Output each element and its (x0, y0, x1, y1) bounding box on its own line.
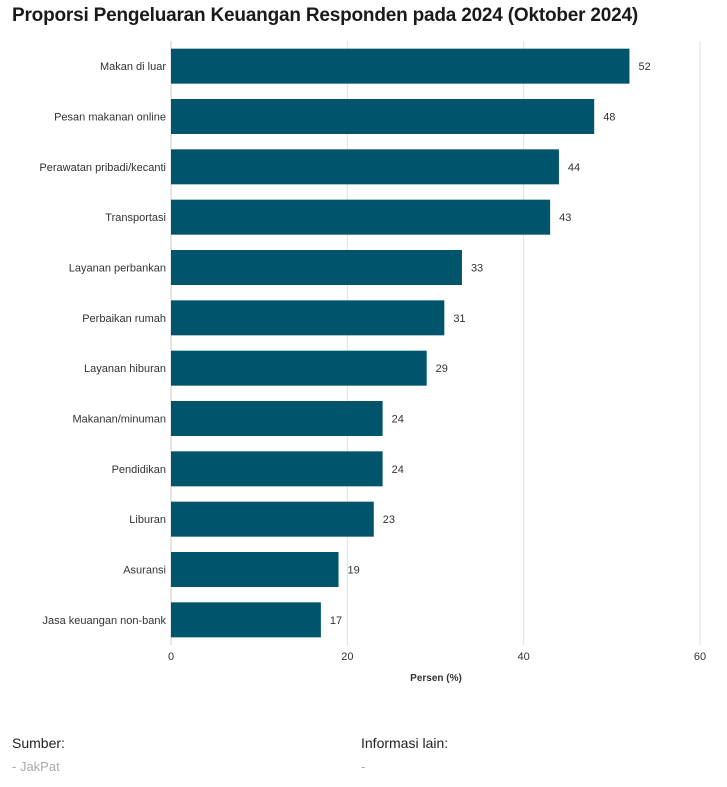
value-label: 52 (638, 61, 650, 73)
source-label: Sumber: (12, 735, 65, 751)
bar (171, 149, 559, 185)
bar (171, 99, 595, 134)
bar (171, 602, 321, 638)
value-label: 44 (568, 162, 580, 174)
value-label: 24 (392, 464, 404, 476)
value-label: 29 (436, 363, 448, 375)
value-label: 33 (471, 263, 483, 275)
info-value: - (361, 759, 366, 774)
value-label: 23 (383, 514, 395, 526)
category-label: Makanan/minuman (72, 414, 166, 426)
x-tick-label: 0 (168, 651, 174, 663)
category-label: Perawatan pribadi/kecanti (39, 162, 166, 174)
category-label: Pendidikan (112, 464, 166, 476)
value-label: 48 (603, 112, 615, 124)
chart-title: Proporsi Pengeluaran Keuangan Responden … (12, 5, 638, 26)
bar (171, 451, 383, 487)
bar-chart: 0 20 40 60 Makan di luar 52 Pesan makanan onli… (39, 41, 706, 684)
x-tick-label: 20 (341, 651, 353, 663)
bar (171, 401, 383, 436)
source-section: Sumber: - JakPat (12, 735, 65, 774)
x-axis-title: Persen (%) (410, 673, 462, 684)
bar (171, 48, 630, 84)
value-label: 31 (453, 313, 465, 325)
value-label: 43 (559, 212, 571, 224)
info-section: Informasi lain: - (361, 735, 448, 774)
bar (171, 199, 551, 235)
category-label: Perbaikan rumah (82, 313, 166, 325)
category-label: Layanan perbankan (69, 263, 166, 275)
bar (171, 552, 339, 587)
category-label: Pesan makanan online (54, 112, 166, 124)
value-label: 24 (392, 414, 404, 426)
info-label: Informasi lain: (361, 735, 449, 751)
category-label: Makan di luar (100, 61, 166, 73)
x-tick-label: 40 (518, 651, 530, 663)
category-label: Layanan hiburan (84, 363, 166, 375)
value-label: 17 (330, 615, 342, 627)
bar (171, 300, 445, 336)
category-label: Jasa keuangan non-bank (42, 615, 166, 627)
bar (171, 501, 374, 537)
category-label: Liburan (129, 514, 166, 526)
bar (171, 250, 462, 285)
source-value: - JakPat (12, 759, 60, 774)
category-label: Asuransi (123, 565, 166, 577)
x-tick-label: 60 (694, 651, 706, 663)
category-label: Transportasi (105, 212, 166, 224)
value-label: 19 (348, 565, 360, 577)
bar (171, 350, 427, 386)
